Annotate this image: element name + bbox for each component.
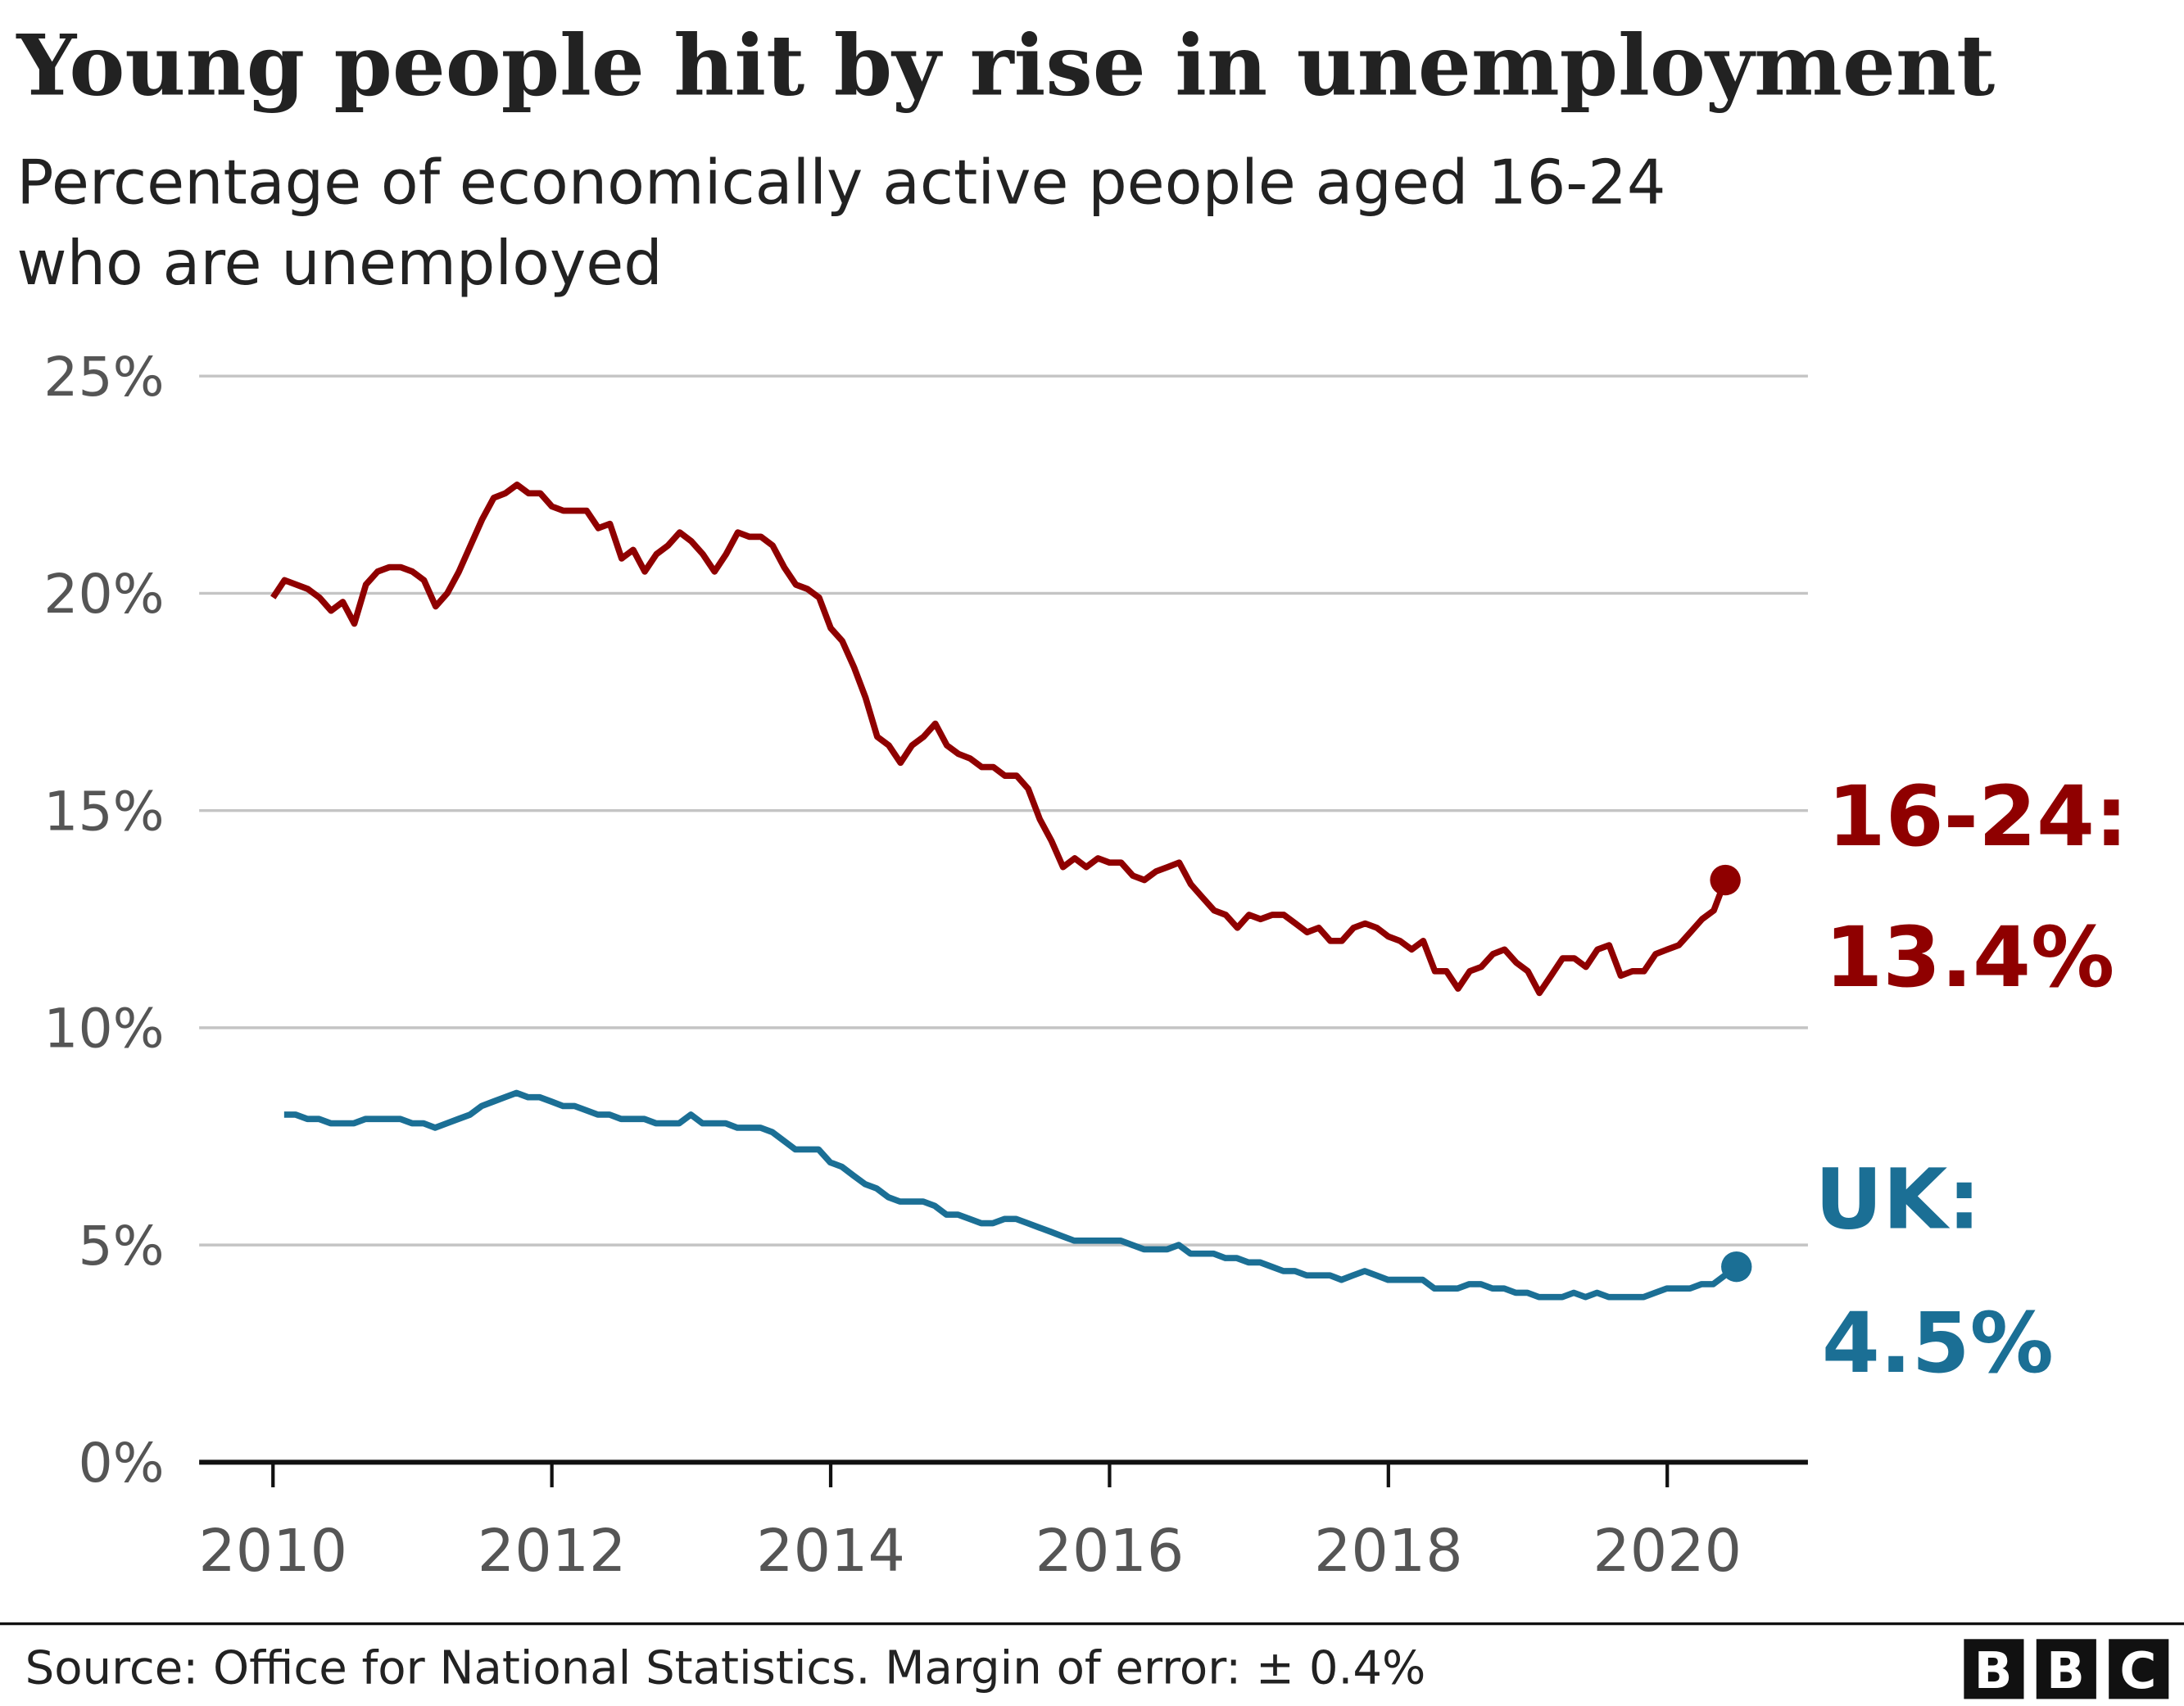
- chart-subtitle-line-2: who are unemployed: [16, 228, 662, 299]
- x-axis: 2010 2012 2014 2016 2018 2020: [198, 1459, 1808, 1585]
- label-uk-value: 4.5%: [1822, 1295, 2054, 1392]
- series-line-uk: [283, 1089, 1738, 1301]
- source-note: Source: Office for National Statistics. …: [25, 1642, 1426, 1695]
- x-tick-label: 2018: [1314, 1517, 1463, 1585]
- label-uk: UK:: [1815, 1152, 1981, 1249]
- chart-title: Young people hit by rise in unemployment: [16, 17, 1995, 115]
- x-tick-label: 2016: [1035, 1517, 1185, 1585]
- end-point-16-24: [1710, 864, 1741, 896]
- y-tick-label: 5%: [78, 1214, 164, 1278]
- chart-subtitle-line-1: Percentage of economically active people…: [16, 147, 1665, 218]
- y-tick-label: 15%: [43, 779, 164, 843]
- label-16-24: 16-24:: [1828, 768, 2128, 866]
- x-tick-label: 2020: [1593, 1517, 1742, 1585]
- y-tick-label: 20%: [43, 562, 164, 626]
- gridlines: [199, 374, 1808, 1247]
- end-point-uk: [1721, 1251, 1752, 1283]
- y-tick-label: 0%: [78, 1431, 164, 1495]
- x-tick-label: 2012: [478, 1517, 627, 1585]
- y-axis-tick-labels: 0% 5% 10% 15% 20% 25%: [43, 345, 164, 1495]
- x-tick-label: 2014: [756, 1517, 905, 1585]
- x-tick-label: 2010: [198, 1517, 347, 1585]
- svg-text:B: B: [1974, 1642, 2013, 1700]
- bbc-logo: B B C: [1964, 1639, 2169, 1700]
- y-tick-label: 10%: [43, 997, 164, 1061]
- series-lines: [270, 481, 1752, 1301]
- svg-text:B: B: [2046, 1642, 2085, 1700]
- label-16-24-value: 13.4%: [1824, 909, 2114, 1007]
- svg-text:C: C: [2119, 1642, 2156, 1700]
- y-tick-label: 25%: [43, 345, 164, 409]
- series-line-16-24: [270, 481, 1729, 997]
